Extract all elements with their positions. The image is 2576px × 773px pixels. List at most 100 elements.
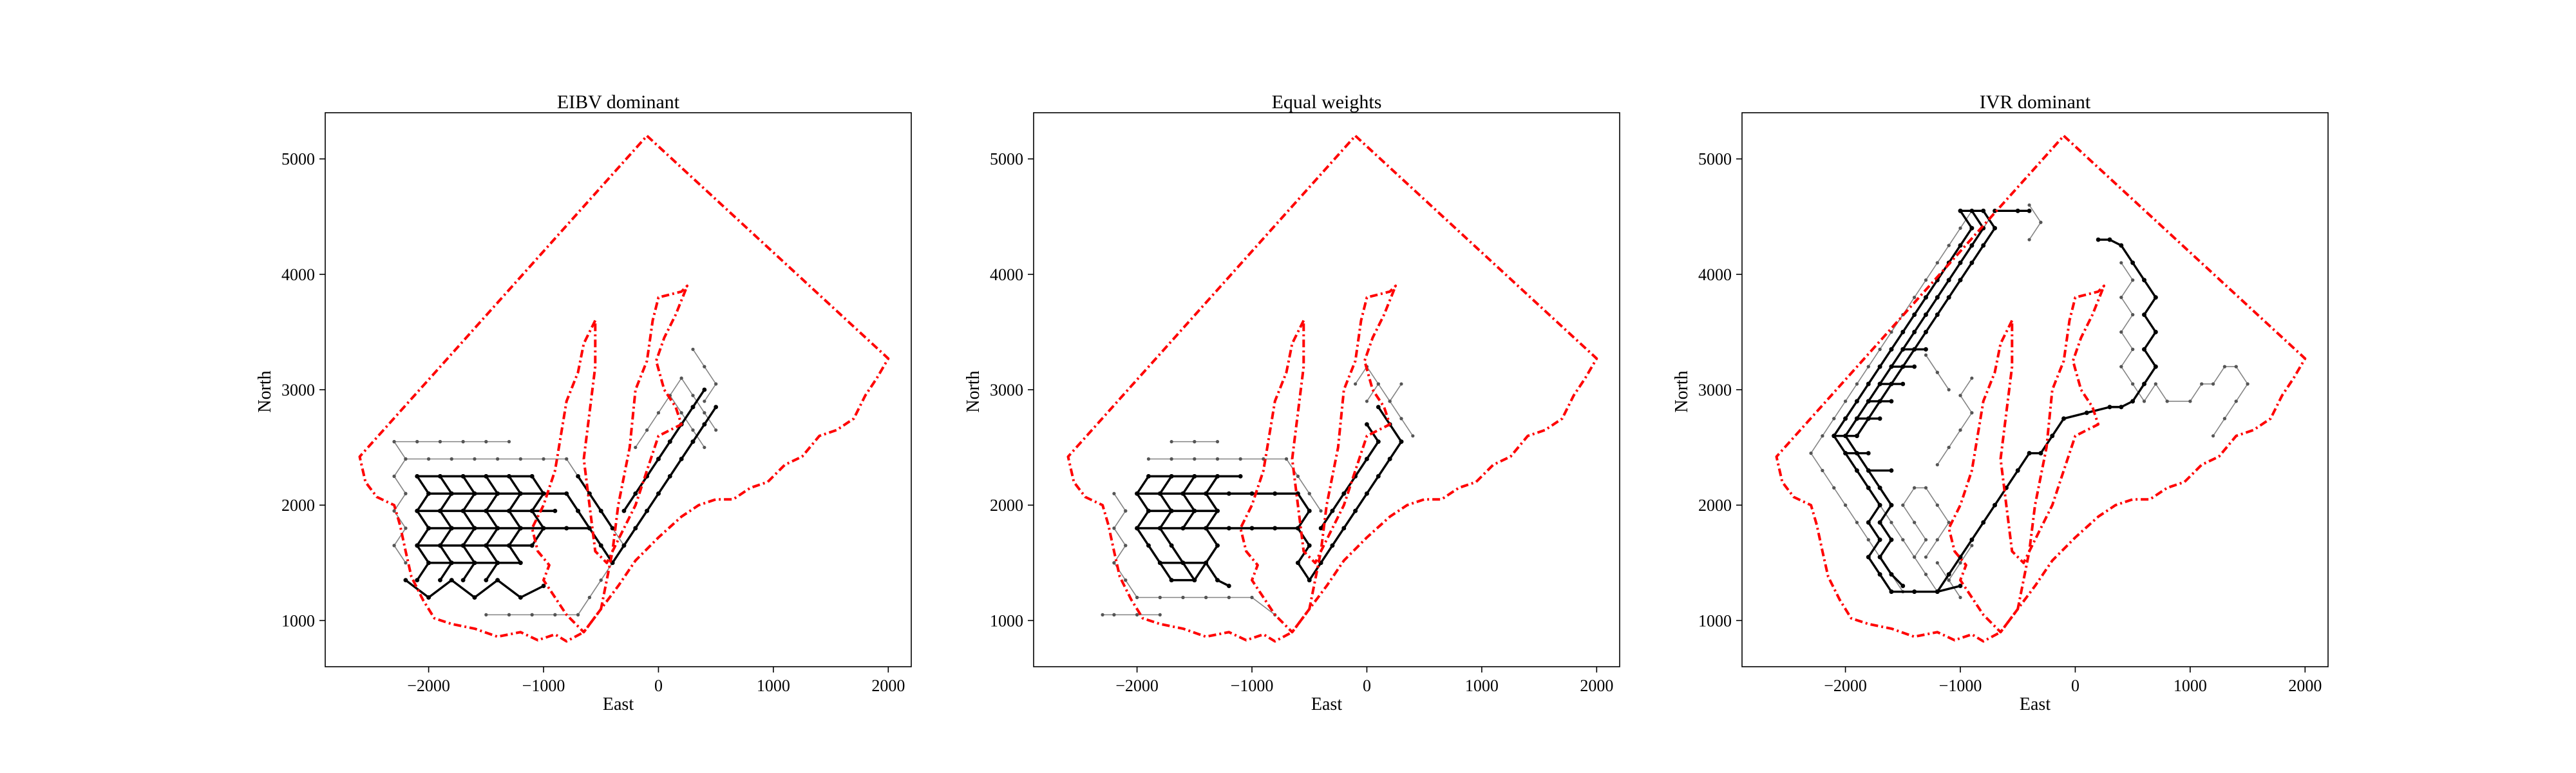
path-node bbox=[518, 491, 523, 496]
path-edge bbox=[1205, 528, 1218, 546]
explored-edge bbox=[1960, 395, 1973, 414]
path-node bbox=[403, 578, 408, 583]
explored-node bbox=[1809, 451, 1813, 455]
path-edge bbox=[416, 475, 430, 495]
explored-node bbox=[2211, 382, 2215, 386]
explored-node bbox=[1866, 538, 1870, 542]
explored-edge bbox=[692, 395, 705, 414]
path-edge bbox=[1136, 475, 1150, 495]
path-node bbox=[1981, 520, 1986, 525]
explored-node bbox=[392, 544, 396, 548]
explored-node bbox=[691, 428, 695, 432]
explored-node bbox=[1112, 561, 1116, 565]
explored-node bbox=[1970, 376, 1974, 380]
path-node bbox=[2107, 405, 2112, 410]
explored-edge bbox=[1844, 383, 1858, 402]
path-edge bbox=[462, 562, 476, 581]
inner-boundary bbox=[531, 284, 689, 634]
explored-edge bbox=[2224, 401, 2237, 419]
explored-edge bbox=[1925, 487, 1938, 506]
path-edge bbox=[1879, 366, 1893, 385]
path-edge bbox=[1890, 573, 1904, 587]
explored-edge bbox=[1822, 470, 1835, 488]
explored-node bbox=[1855, 382, 1859, 386]
path-edge bbox=[692, 423, 706, 443]
explored-node bbox=[1901, 503, 1905, 507]
explored-edge bbox=[658, 395, 670, 414]
explored-edge bbox=[1925, 574, 1938, 592]
path-edge bbox=[428, 579, 453, 598]
path-edge bbox=[2132, 383, 2145, 402]
path-node bbox=[507, 543, 511, 548]
path-edge bbox=[416, 544, 430, 564]
explored-node bbox=[1947, 445, 1951, 450]
path-edge bbox=[1879, 487, 1893, 506]
path-node bbox=[702, 387, 707, 392]
path-edge bbox=[1902, 331, 1916, 350]
explored-node bbox=[2234, 399, 2238, 403]
explored-edge bbox=[1810, 435, 1823, 453]
path-edge bbox=[439, 475, 453, 495]
explored-node bbox=[1958, 428, 1962, 432]
path-edge bbox=[1182, 562, 1196, 581]
path-node bbox=[576, 508, 580, 513]
path-node bbox=[564, 526, 569, 531]
y-tick-label: 1000 bbox=[990, 611, 1023, 630]
path-node bbox=[1958, 260, 1963, 265]
path-node bbox=[2015, 468, 2020, 473]
explored-edge bbox=[681, 377, 694, 396]
path-node bbox=[484, 473, 489, 479]
path-edge bbox=[462, 475, 476, 495]
path-edge bbox=[485, 475, 499, 495]
path-node bbox=[1146, 508, 1151, 513]
explored-node bbox=[1112, 491, 1116, 495]
explored-node bbox=[2119, 330, 2123, 334]
path-node bbox=[1341, 491, 1347, 496]
path-node bbox=[1157, 560, 1162, 566]
path-node bbox=[621, 508, 627, 513]
path-node bbox=[702, 422, 707, 427]
path-node bbox=[714, 405, 719, 410]
explored-node bbox=[1204, 595, 1208, 600]
explored-node bbox=[1170, 440, 1173, 444]
explored-edge bbox=[2121, 331, 2134, 350]
explored-node bbox=[2119, 296, 2123, 300]
explored-node bbox=[2131, 278, 2135, 282]
explored-edge bbox=[1833, 401, 1846, 419]
path-node bbox=[1832, 434, 1837, 439]
path-edge bbox=[2086, 406, 2110, 414]
explored-edge bbox=[393, 545, 406, 564]
explored-edge bbox=[393, 528, 406, 546]
path-edge bbox=[1925, 296, 1938, 316]
explored-node bbox=[1924, 573, 1928, 577]
path-edge bbox=[1205, 544, 1218, 564]
path-edge bbox=[1902, 348, 1916, 368]
path-edge bbox=[1159, 493, 1173, 512]
explored-node bbox=[1947, 520, 1951, 524]
path-node bbox=[1204, 526, 1209, 531]
explored-edge bbox=[1948, 227, 1961, 246]
explored-node bbox=[1958, 394, 1962, 397]
path-edge bbox=[1971, 227, 1985, 246]
explored-node bbox=[714, 428, 718, 432]
path-node bbox=[1204, 491, 1209, 496]
path-edge bbox=[1867, 470, 1881, 489]
path-edge bbox=[565, 493, 579, 512]
y-tick-label: 3000 bbox=[281, 381, 315, 399]
path-node bbox=[1157, 491, 1162, 496]
path-edge bbox=[1296, 493, 1311, 512]
path-node bbox=[1877, 364, 1882, 369]
path-edge bbox=[668, 458, 683, 477]
explored-node bbox=[461, 440, 465, 444]
path-edge bbox=[1867, 400, 1881, 419]
path-node bbox=[1135, 491, 1139, 496]
path-node bbox=[1204, 560, 1209, 566]
explored-node bbox=[1924, 486, 1928, 490]
explored-edge bbox=[2121, 262, 2134, 281]
path-node bbox=[1958, 584, 1963, 588]
path-node bbox=[2107, 237, 2112, 242]
path-edge bbox=[1159, 528, 1173, 546]
path-edge bbox=[658, 441, 671, 460]
explored-node bbox=[1958, 595, 1962, 600]
explored-node bbox=[1947, 578, 1951, 582]
